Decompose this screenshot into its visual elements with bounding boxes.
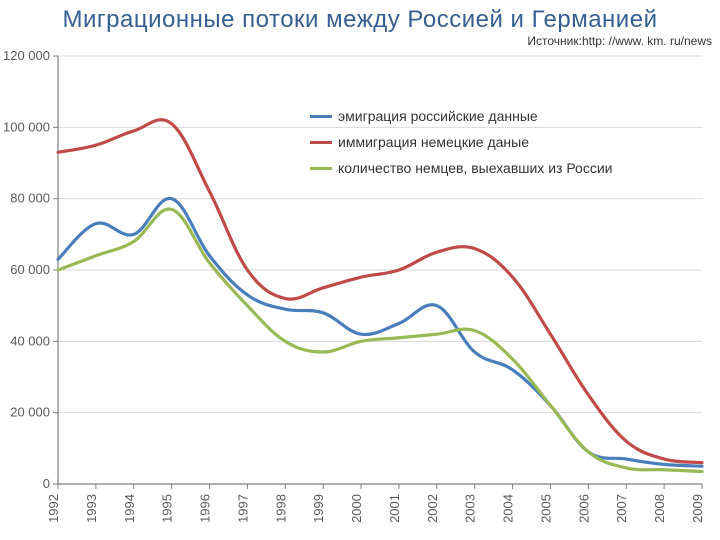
- legend-swatch: [310, 141, 332, 144]
- svg-text:2009: 2009: [690, 494, 705, 523]
- legend-swatch: [310, 167, 332, 170]
- legend-item-emigration_ru: эмиграция российские данные: [310, 108, 612, 124]
- legend-swatch: [310, 115, 332, 118]
- legend-item-immigration_de: иммиграция немецкие даные: [310, 134, 612, 150]
- svg-text:2005: 2005: [538, 494, 553, 523]
- legend-item-germans_left_ru: количество немцев, выехавших из России: [310, 160, 612, 176]
- svg-text:0: 0: [43, 476, 50, 491]
- chart-title: Миграционные потоки между Россией и Герм…: [0, 6, 720, 34]
- svg-text:2001: 2001: [387, 494, 402, 523]
- legend-label: эмиграция российские данные: [338, 108, 538, 124]
- svg-text:2002: 2002: [425, 494, 440, 523]
- svg-text:1995: 1995: [160, 494, 175, 523]
- svg-text:1998: 1998: [273, 494, 288, 523]
- legend-label: иммиграция немецкие даные: [338, 134, 529, 150]
- svg-text:2008: 2008: [652, 494, 667, 523]
- svg-text:80 000: 80 000: [10, 191, 50, 206]
- svg-text:2003: 2003: [463, 494, 478, 523]
- chart-container: 0 20 000 40 000 60 000 80 000 100 000 120 000 1…: [0, 48, 720, 538]
- svg-text:2004: 2004: [501, 494, 516, 523]
- legend: эмиграция российские данные иммиграция не…: [310, 108, 612, 186]
- svg-text:2000: 2000: [349, 494, 364, 523]
- chart-source: Источник:http: //www. km. ru/news: [0, 34, 712, 48]
- svg-text:20 000: 20 000: [10, 405, 50, 420]
- svg-text:1999: 1999: [311, 494, 326, 523]
- svg-text:2007: 2007: [614, 494, 629, 523]
- svg-text:100 000: 100 000: [3, 119, 50, 134]
- svg-text:1997: 1997: [235, 494, 250, 523]
- svg-text:1992: 1992: [46, 494, 61, 523]
- svg-text:1994: 1994: [122, 494, 137, 523]
- svg-text:2006: 2006: [576, 494, 591, 523]
- svg-text:120 000: 120 000: [3, 48, 50, 63]
- svg-text:1993: 1993: [84, 494, 99, 523]
- svg-text:40 000: 40 000: [10, 333, 50, 348]
- svg-text:1996: 1996: [198, 494, 213, 523]
- svg-text:60 000: 60 000: [10, 262, 50, 277]
- legend-label: количество немцев, выехавших из России: [338, 160, 612, 176]
